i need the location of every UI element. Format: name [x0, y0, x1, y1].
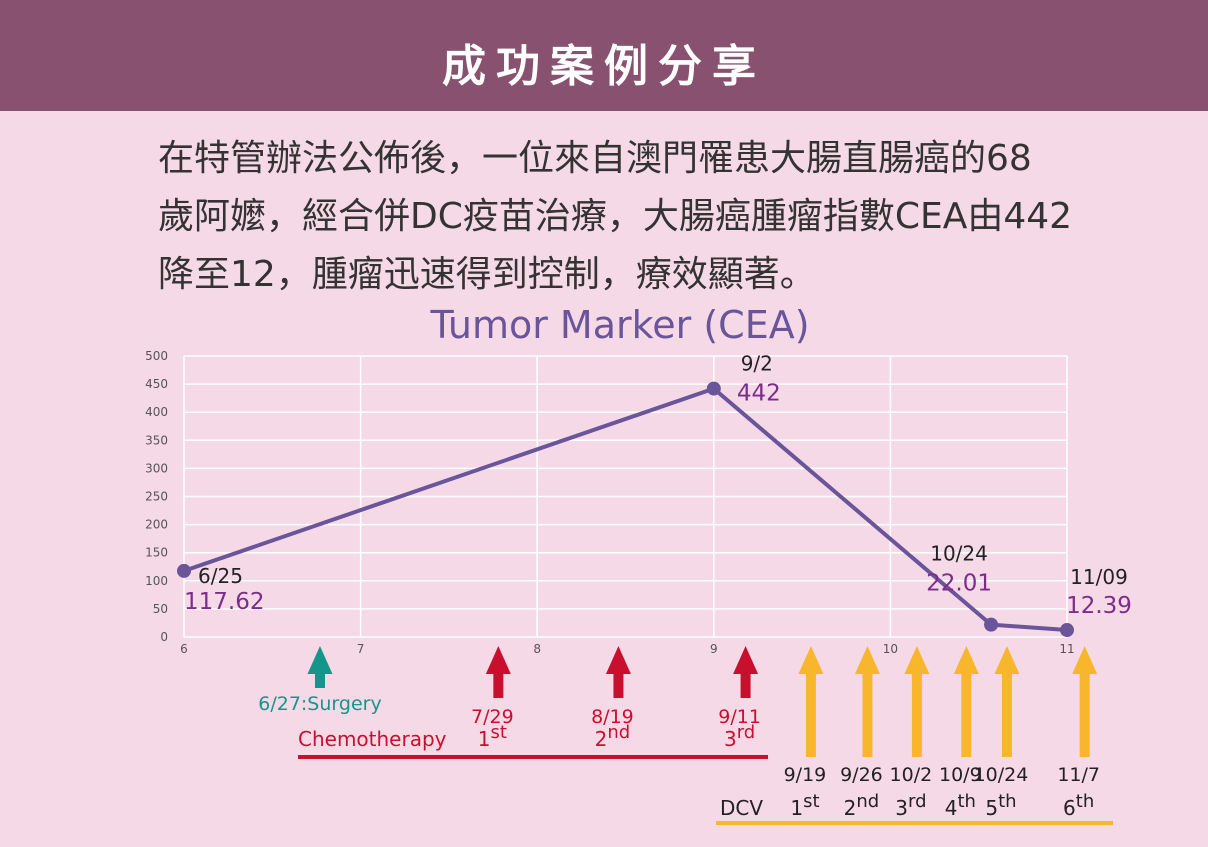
- y-tick-label: 400: [145, 405, 168, 419]
- dcv-arrow: [798, 646, 824, 757]
- description-line: 降至12，腫瘤迅速得到控制，療效顯著。: [158, 254, 816, 295]
- data-point: [984, 617, 999, 632]
- chemo-dose-ordinal: 1st: [478, 722, 507, 751]
- y-tick-label: 150: [145, 546, 168, 560]
- dcv-arrow: [1072, 646, 1098, 757]
- chemo-arrow: [605, 646, 631, 698]
- dcv-dose-ordinal: 4th: [945, 791, 976, 820]
- dcv-date-label: 9/19: [784, 764, 827, 786]
- chemo-label: Chemotherapy: [298, 727, 447, 751]
- dcv-date-label: 9/26: [840, 764, 883, 786]
- surgery-label: 6/27:Surgery: [258, 693, 381, 715]
- y-tick-label: 200: [145, 518, 168, 532]
- dcv-dose-ordinal: 6th: [1063, 791, 1094, 820]
- y-tick-label: 350: [145, 433, 168, 447]
- dcv-dose-ordinal: 5th: [985, 791, 1016, 820]
- x-tick-label: 11: [1059, 642, 1074, 656]
- dcv-arrow: [953, 646, 979, 757]
- y-tick-label: 250: [145, 490, 168, 504]
- description-line: 歲阿嬤，經合併DC疫苗治療，大腸癌腫瘤指數CEA由442: [158, 196, 1073, 237]
- data-point: [706, 381, 721, 396]
- description-line: 在特管辦法公佈後，一位來自澳門罹患大腸直腸癌的68: [158, 138, 1032, 179]
- point-date-label: 10/24: [930, 542, 988, 566]
- case-description: 在特管辦法公佈後，一位來自澳門罹患大腸直腸癌的68 歲阿嬤，經合併DC疫苗治療，…: [158, 130, 1148, 304]
- data-point: [1060, 623, 1074, 638]
- point-date-label: 6/25: [198, 564, 243, 588]
- point-value-label: 117.62: [184, 589, 264, 615]
- page-title: 成功案例分享: [442, 41, 766, 92]
- x-tick-label: 10: [883, 642, 898, 656]
- dcv-date-label: 10/2: [890, 764, 933, 786]
- y-tick-label: 100: [145, 574, 168, 588]
- dcv-date-label: 11/7: [1057, 764, 1100, 786]
- surgery-arrow: [307, 646, 333, 688]
- point-value-label: 22.01: [926, 571, 992, 597]
- y-tick-label: 0: [160, 630, 168, 644]
- x-tick-label: 8: [533, 642, 541, 656]
- x-tick-label: 9: [710, 642, 718, 656]
- chemo-date-label: 8/19: [591, 706, 634, 728]
- x-tick-label: 7: [357, 642, 365, 656]
- chemo-dose-ordinal: 2nd: [595, 722, 631, 751]
- x-tick-label: 6: [180, 642, 188, 656]
- dcv-arrow: [994, 646, 1020, 757]
- dcv-dose-ordinal: 2nd: [844, 791, 880, 820]
- chart-title: Tumor Marker (CEA): [429, 303, 809, 347]
- y-tick-label: 50: [153, 602, 168, 616]
- chemo-arrow: [485, 646, 511, 698]
- chemo-date-label: 7/29: [471, 706, 514, 728]
- chemo-date-label: 9/11: [718, 706, 761, 728]
- point-value-label: 442: [737, 381, 781, 407]
- cea-line: [183, 386, 1068, 633]
- point-date-label: 11/09: [1070, 565, 1128, 589]
- y-tick-label: 500: [145, 349, 168, 363]
- chemo-dose-ordinal: 3rd: [724, 722, 755, 751]
- point-value-label: 12.39: [1066, 593, 1132, 619]
- dcv-dose-ordinal: 1st: [790, 791, 819, 820]
- header-banner: 成功案例分享: [0, 0, 1208, 111]
- y-tick-label: 450: [145, 377, 168, 391]
- y-tick-label: 300: [145, 461, 168, 475]
- data-point: [177, 563, 191, 578]
- dcv-date-label: 10/9: [939, 764, 982, 786]
- point-date-label: 9/2: [741, 352, 773, 376]
- dcv-arrow: [904, 646, 930, 757]
- dcv-label: DCV: [720, 796, 763, 820]
- dcv-arrow: [854, 646, 880, 757]
- dcv-dose-ordinal: 3rd: [895, 791, 926, 820]
- chemo-arrow: [733, 646, 759, 698]
- dcv-date-label: 10/24: [974, 764, 1029, 786]
